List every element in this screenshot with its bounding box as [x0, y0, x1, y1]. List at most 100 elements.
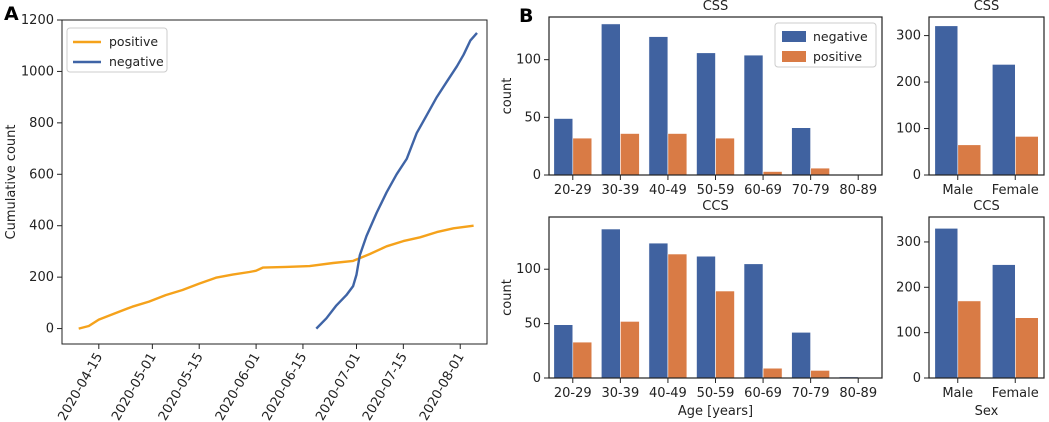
- legend-swatch-positive: [782, 51, 806, 62]
- bar-negative-Female: [991, 64, 1016, 176]
- y-tick-label: 50: [524, 317, 541, 332]
- legend-label-negative: negative: [109, 54, 164, 69]
- x-tick-label: 2020-06-01: [213, 351, 264, 422]
- x-tick-label: 40-49: [649, 183, 687, 198]
- bar-positive-30-39: [620, 133, 640, 176]
- x-tick-label: 2020-06-15: [260, 351, 311, 422]
- bar-positive-Female: [1014, 317, 1039, 379]
- chart-title: CCS: [702, 199, 728, 214]
- bar-positive-50-59: [715, 137, 735, 176]
- x-axis-label: Age [years]: [678, 404, 753, 419]
- chart-css-age: 0 50 100 20-29 30-39 40-49 50-59 60-69 70-79 80-8…: [500, 0, 883, 198]
- bar-positive-40-49: [667, 133, 688, 176]
- legend-label-positive: positive: [109, 34, 158, 49]
- y-tick-label: 200: [29, 270, 54, 285]
- x-tick-label: 80-89: [839, 183, 877, 198]
- x-tick-label: 2020-07-15: [360, 351, 411, 422]
- panel-label-b: B: [519, 5, 533, 27]
- x-tick-label: 70-79: [792, 386, 830, 401]
- y-axis-label: count: [500, 279, 515, 316]
- plot-frame: [61, 19, 488, 345]
- bar-negative-70-79: [791, 127, 811, 176]
- bar-positive-70-79: [810, 370, 830, 379]
- bar-negative-50-59: [696, 52, 716, 176]
- bar-negative-20-29: [553, 324, 574, 379]
- y-tick-label: 200: [896, 75, 921, 90]
- x-tick-label: 50-59: [697, 386, 735, 401]
- bar-negative-60-69: [743, 263, 764, 379]
- y-tick-label: 50: [524, 110, 541, 125]
- y-tick-label: 300: [896, 29, 921, 44]
- y-tick-label: 100: [516, 53, 541, 68]
- bar-negative-60-69: [743, 54, 764, 176]
- bar-positive-60-69: [762, 367, 783, 379]
- x-tick-label: 60-69: [744, 183, 782, 198]
- legend-swatch-negative: [782, 31, 806, 42]
- y-axis-label: count: [500, 78, 515, 115]
- bar-positive-70-79: [810, 167, 830, 176]
- legend: negative positive: [774, 22, 877, 68]
- bar-positive-Male: [957, 300, 982, 379]
- bar-positive-Female: [1014, 136, 1039, 176]
- x-tick-label: 2020-04-15: [56, 351, 107, 422]
- bar-positive-20-29: [572, 137, 593, 176]
- bar-negative-50-59: [696, 255, 716, 379]
- bar-negative-30-39: [600, 23, 621, 176]
- y-tick-label: 100: [516, 262, 541, 277]
- series-line-positive: [78, 224, 474, 330]
- bar-positive-50-59: [715, 290, 735, 379]
- y-tick-label: 0: [913, 371, 921, 386]
- chart-ccs-age: 0 50 100 20-29 30-39 40-49 50-59 60-69 70-79 80-8…: [500, 199, 883, 419]
- x-axis-label: Sex: [975, 404, 999, 419]
- bar-positive-40-49: [667, 253, 688, 379]
- x-tick-label: Male: [942, 183, 973, 198]
- y-tick-label: 0: [913, 168, 921, 183]
- series-line-negative: [315, 32, 478, 330]
- chart-ccs-sex: 0 100 200 300 Male Female CCS Sex: [896, 199, 1045, 419]
- bar-negative-40-49: [648, 36, 669, 176]
- bar-negative-Male: [934, 228, 959, 379]
- bar-positive-20-29: [572, 341, 593, 379]
- bar-negative-70-79: [791, 331, 811, 379]
- x-tick-label: 2020-07-01: [313, 351, 364, 422]
- y-tick-label: 1000: [21, 64, 54, 79]
- chart-title: CSS: [703, 0, 729, 14]
- x-tick-label: 40-49: [649, 386, 687, 401]
- x-tick-label: 80-89: [839, 386, 877, 401]
- y-tick-label: 400: [29, 219, 54, 234]
- legend-label-positive: positive: [813, 49, 862, 64]
- x-tick-label: 20-29: [554, 386, 592, 401]
- x-tick-label: 2020-08-01: [417, 351, 468, 422]
- x-tick-label: 30-39: [601, 183, 639, 198]
- y-tick-label: 100: [896, 122, 921, 137]
- legend-label-negative: negative: [813, 29, 868, 44]
- x-tick-label: 2020-05-15: [156, 351, 207, 422]
- bar-negative-40-49: [648, 242, 669, 379]
- x-tick-label: 70-79: [792, 183, 830, 198]
- x-tick-label: 30-39: [601, 386, 639, 401]
- y-tick-label: 200: [896, 280, 921, 295]
- y-tick-label: 300: [896, 235, 921, 250]
- x-tick-label: Female: [992, 183, 1039, 198]
- bar-negative-30-39: [600, 228, 621, 379]
- bar-negative-Female: [991, 264, 1016, 379]
- plot-frame: [928, 16, 1045, 176]
- x-tick-label: Female: [992, 386, 1039, 401]
- bar-negative-20-29: [553, 118, 574, 176]
- chart-title: CSS: [974, 0, 1000, 14]
- y-axis-label: Cumulative count: [4, 124, 19, 239]
- legend: positive negative: [66, 27, 168, 73]
- x-tick-label: 2020-05-01: [109, 351, 160, 422]
- bar-negative-Male: [934, 25, 959, 176]
- chart-css-sex: 0 100 200 300 Male Female CSS: [896, 0, 1045, 198]
- y-tick-label: 0: [533, 168, 541, 183]
- chart-cumulative-count: 0 200 400 600 800 1000 1200 2020-04-15 2020-05-0…: [4, 13, 488, 422]
- bar-positive-Male: [957, 144, 982, 176]
- x-tick-label: 60-69: [744, 386, 782, 401]
- plot-frame: [928, 216, 1045, 379]
- y-tick-label: 0: [46, 322, 54, 337]
- x-tick-label: Male: [942, 386, 973, 401]
- y-tick-label: 600: [29, 167, 54, 182]
- y-tick-label: 100: [896, 326, 921, 341]
